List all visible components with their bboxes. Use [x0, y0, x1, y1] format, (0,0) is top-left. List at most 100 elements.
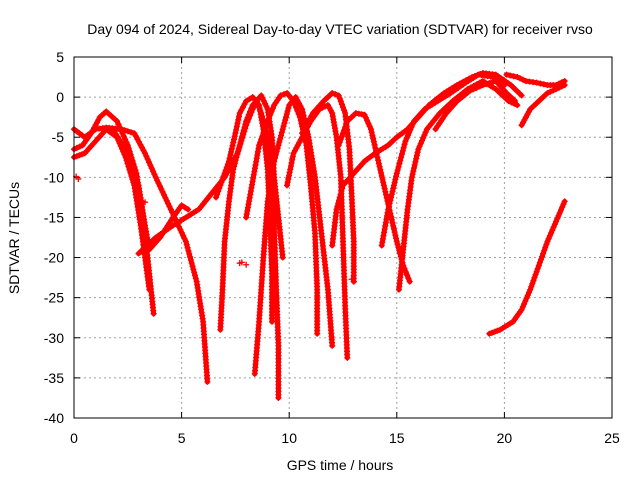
- data-point: [264, 118, 271, 125]
- data-point: [238, 107, 245, 114]
- data-point: [483, 81, 490, 88]
- data-point: [235, 148, 242, 155]
- data-point: [294, 107, 301, 114]
- data-point: [336, 95, 343, 102]
- data-point: [128, 161, 135, 168]
- data-point: [337, 191, 344, 198]
- data-point: [178, 202, 185, 209]
- data-point: [554, 215, 561, 222]
- data-point: [132, 173, 139, 180]
- data-point: [421, 131, 428, 138]
- data-point: [542, 244, 549, 251]
- data-point: [368, 129, 375, 136]
- data-point: [332, 91, 339, 98]
- data-point: [75, 175, 82, 182]
- data-point: [277, 135, 284, 142]
- data-point: [549, 227, 556, 234]
- data-point: [225, 158, 232, 165]
- data-point: [551, 221, 558, 228]
- data-point: [473, 84, 480, 91]
- data-point: [365, 120, 372, 127]
- y-axis-label: SDTVAR / TECUs: [6, 182, 22, 294]
- data-point: [126, 156, 133, 163]
- data-point: [536, 259, 543, 266]
- data-point: [550, 224, 557, 231]
- data-point: [533, 79, 540, 86]
- y-tick-label: -30: [44, 330, 64, 346]
- data-point: [381, 185, 388, 192]
- data-point: [233, 123, 240, 130]
- y-tick-label: -10: [44, 169, 64, 185]
- data-point: [514, 74, 521, 81]
- data-point: [544, 238, 551, 245]
- data-point: [512, 98, 519, 105]
- data-point: [340, 104, 346, 111]
- data-point: [271, 158, 278, 165]
- data-point: [404, 272, 411, 279]
- series-arc-16: [432, 78, 519, 133]
- data-point: [241, 101, 248, 108]
- data-point: [553, 218, 560, 225]
- data-point: [79, 151, 86, 158]
- data-point: [534, 265, 541, 272]
- data-point: [370, 135, 377, 142]
- data-point: [284, 108, 291, 115]
- data-point: [370, 138, 377, 145]
- data-point: [522, 298, 529, 305]
- data-point: [278, 132, 285, 139]
- data-point: [277, 92, 284, 99]
- data-point: [517, 75, 524, 82]
- data-point: [556, 209, 563, 216]
- y-tick-label: -15: [44, 209, 64, 225]
- data-point: [390, 182, 397, 189]
- data-point: [385, 203, 392, 210]
- data-point: [187, 257, 194, 264]
- data-point: [271, 155, 278, 162]
- data-point: [146, 286, 153, 293]
- data-point: [338, 133, 345, 140]
- data-point: [340, 130, 346, 137]
- data-point: [142, 199, 149, 206]
- data-point: [505, 98, 512, 105]
- data-point: [544, 90, 551, 97]
- data-point: [280, 123, 287, 130]
- data-point: [528, 283, 535, 290]
- data-point: [236, 142, 243, 149]
- data-point: [229, 142, 236, 149]
- data-point: [268, 318, 275, 325]
- data-point: [124, 128, 131, 135]
- data-point: [558, 83, 565, 90]
- data-point: [243, 118, 250, 125]
- data-point: [514, 102, 521, 109]
- data-point: [540, 250, 547, 257]
- data-point: [393, 170, 400, 177]
- x-tick-label: 5: [178, 430, 186, 446]
- data-point: [238, 136, 245, 143]
- data-point: [228, 145, 235, 152]
- data-point: [367, 126, 374, 133]
- data-point: [260, 97, 267, 104]
- data-point: [219, 176, 226, 183]
- data-point: [146, 159, 153, 166]
- data-point: [397, 157, 404, 164]
- data-point: [413, 155, 420, 162]
- data-point: [272, 151, 279, 158]
- data-point: [285, 105, 292, 112]
- data-point: [519, 303, 526, 310]
- data-point: [265, 114, 272, 121]
- data-point: [527, 286, 534, 293]
- series-band: [519, 82, 568, 128]
- data-point: [293, 104, 300, 111]
- data-point: [491, 328, 498, 335]
- data-point: [215, 188, 222, 195]
- data-point: [247, 108, 254, 115]
- data-point: [269, 105, 276, 112]
- data-point: [118, 126, 125, 133]
- data-point: [394, 167, 401, 174]
- data-point: [129, 164, 136, 171]
- data-point: [518, 306, 525, 313]
- data-point: [292, 94, 299, 101]
- data-point: [227, 152, 234, 159]
- data-point: [279, 126, 286, 133]
- data-point: [258, 136, 265, 143]
